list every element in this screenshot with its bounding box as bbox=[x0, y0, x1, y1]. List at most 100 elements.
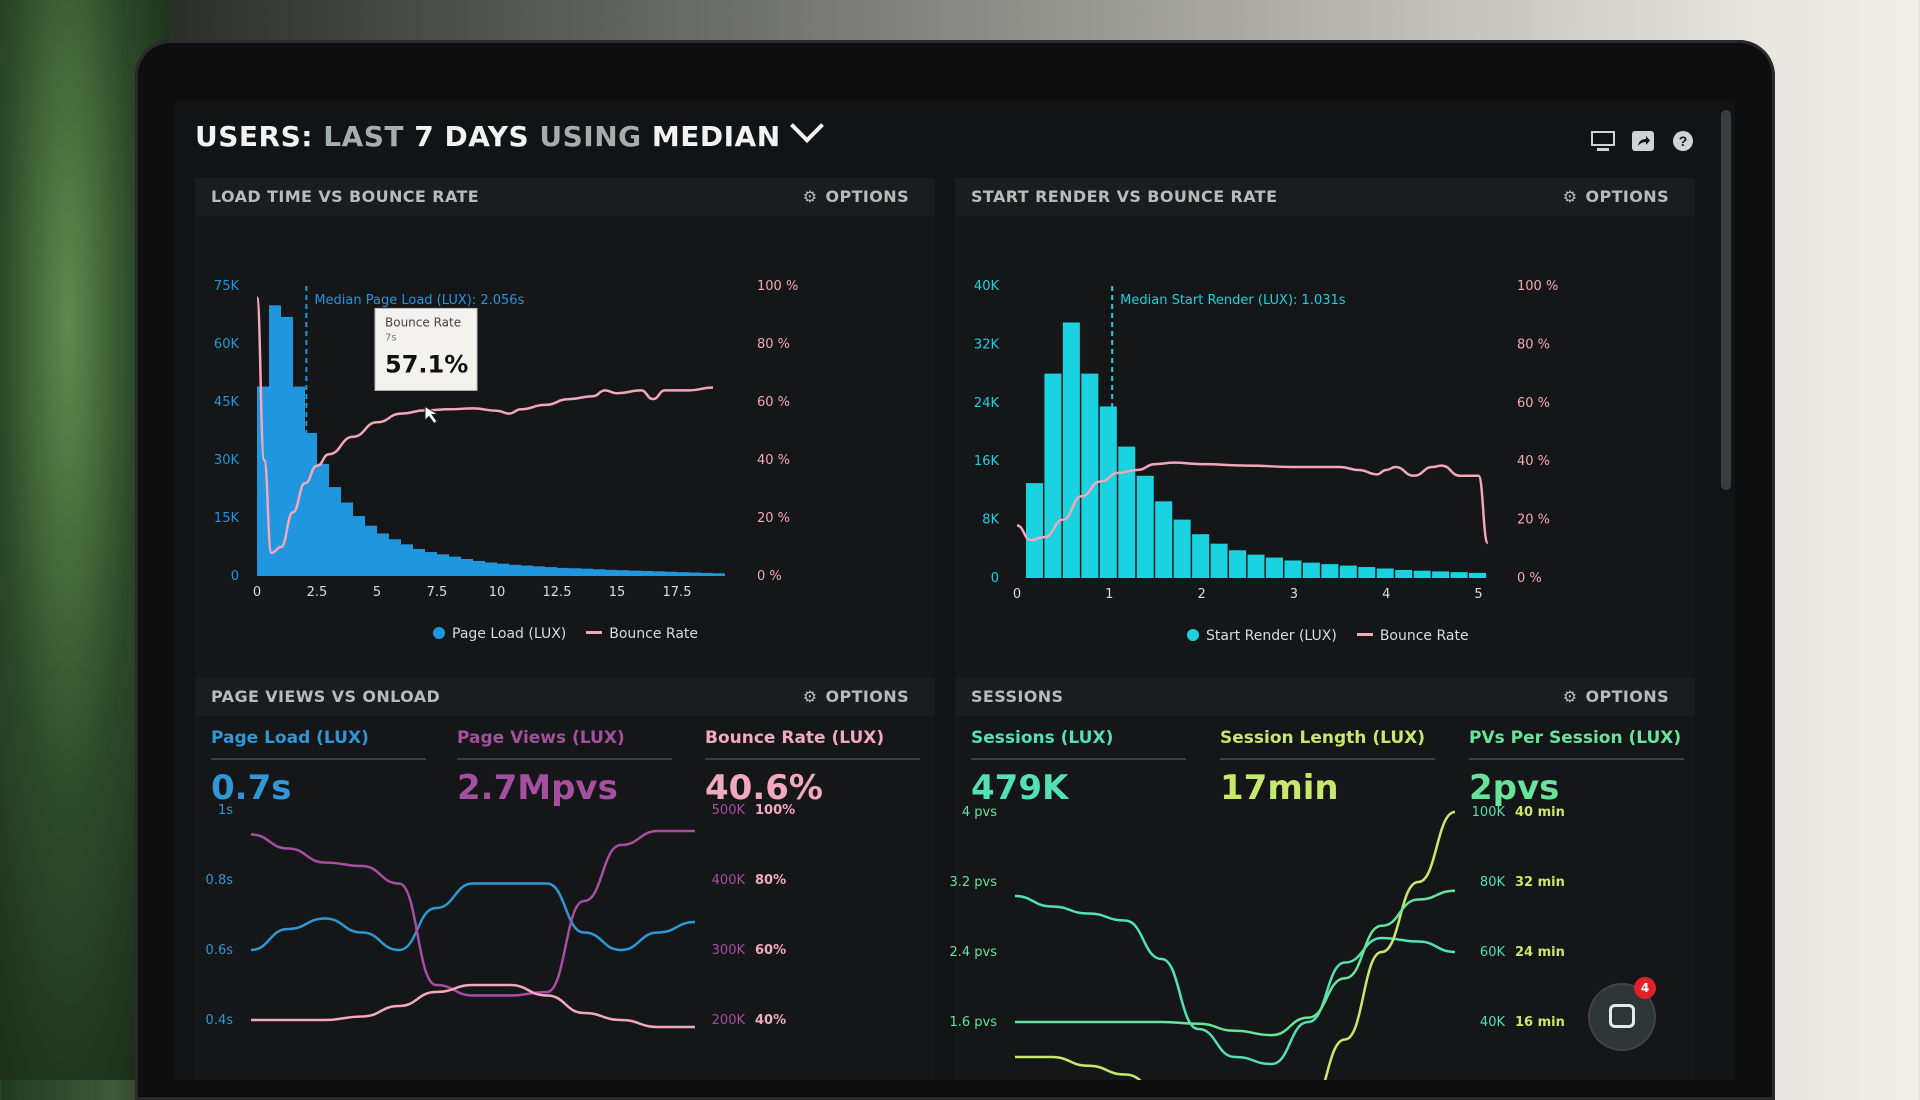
title-users: USERS: bbox=[195, 120, 324, 153]
bar bbox=[665, 571, 677, 576]
series-line bbox=[1014, 810, 1456, 1080]
panel-header: SESSIONS ⚙ OPTIONS bbox=[955, 678, 1695, 716]
x-tick-label: 5 bbox=[1474, 587, 1482, 602]
x-tick-label: 3 bbox=[1290, 587, 1298, 602]
y-left-tick-label: 75K bbox=[214, 279, 240, 294]
options-label: OPTIONS bbox=[825, 687, 909, 706]
options-button[interactable]: ⚙ OPTIONS bbox=[803, 187, 909, 206]
scrollbar[interactable] bbox=[1721, 110, 1731, 490]
x-tick-label: 5 bbox=[373, 585, 381, 600]
bar bbox=[377, 533, 389, 576]
kpi-value-page-views: 2.7Mpvs bbox=[457, 768, 618, 808]
options-button[interactable]: ⚙ OPTIONS bbox=[1563, 187, 1669, 206]
x-tick-label: 0 bbox=[1013, 587, 1021, 602]
dashboard-screen: USERS: LAST 7 DAYS USING MEDIAN ? LOAD T… bbox=[175, 100, 1735, 1080]
y-left-tick-label: 8K bbox=[982, 513, 999, 528]
x-tick-label: 2 bbox=[1197, 587, 1205, 602]
kpi-label-page-views[interactable]: Page Views (LUX) bbox=[457, 728, 625, 748]
kpi-value-pvs-per-session: 2pvs bbox=[1469, 768, 1560, 808]
bar bbox=[593, 569, 605, 576]
tooltip-value: 57.1% bbox=[385, 350, 468, 378]
bar bbox=[713, 573, 725, 576]
bar bbox=[1302, 562, 1320, 578]
x-tick-label: 2.5 bbox=[307, 585, 328, 600]
bar bbox=[701, 572, 713, 576]
options-button[interactable]: ⚙ OPTIONS bbox=[803, 687, 909, 706]
kpi-label-pvs-per-session[interactable]: PVs Per Session (LUX) bbox=[1469, 728, 1682, 748]
render-chart: 40K 32K 24K 16K 8K 0 100 % 80 % 60 % 40 % 20 % 0 % 0… bbox=[974, 279, 1558, 602]
bar bbox=[1265, 557, 1283, 578]
bar bbox=[269, 305, 281, 576]
y-right-tick-label: 200K bbox=[712, 1013, 746, 1028]
help-icon[interactable]: ? bbox=[1671, 130, 1695, 152]
bar bbox=[1450, 572, 1468, 578]
bar bbox=[569, 568, 581, 576]
bar bbox=[461, 558, 473, 576]
chevron-down-icon[interactable] bbox=[789, 109, 824, 143]
kpi-value-bounce-rate: 40.6% bbox=[705, 768, 823, 808]
legend-dash bbox=[1356, 633, 1373, 636]
legend-item-bounce[interactable]: Bounce Rate bbox=[586, 626, 698, 642]
tooltip-sub: 7s bbox=[385, 332, 397, 343]
bounce-rate-line bbox=[1016, 461, 1490, 545]
kpi-label-bounce-rate[interactable]: Bounce Rate (LUX) bbox=[705, 728, 885, 748]
options-button[interactable]: ⚙ OPTIONS bbox=[1563, 687, 1669, 706]
y-right-tick-label: 16 min bbox=[1515, 1015, 1565, 1030]
y-left-tick-label: 16K bbox=[974, 454, 1000, 469]
kpi-label-page-load[interactable]: Page Load (LUX) bbox=[211, 728, 369, 748]
gear-icon: ⚙ bbox=[1562, 187, 1578, 206]
legend-dot bbox=[1187, 629, 1199, 641]
y-right-tick-label: 80 % bbox=[1517, 337, 1550, 352]
bar bbox=[1247, 554, 1265, 578]
svg-text:?: ? bbox=[1679, 133, 1688, 149]
series-line bbox=[250, 829, 695, 997]
panel-start-render: START RENDER VS BOUNCE RATE ⚙ OPTIONS 40K… bbox=[955, 178, 1695, 718]
bar bbox=[425, 552, 437, 576]
dashboard-title[interactable]: USERS: LAST 7 DAYS USING MEDIAN bbox=[195, 109, 824, 153]
bar bbox=[1136, 475, 1154, 578]
kpi-label-sessions[interactable]: Sessions (LUX) bbox=[971, 728, 1114, 748]
share-icon[interactable] bbox=[1631, 130, 1655, 152]
x-tick-label: 1 bbox=[1105, 587, 1113, 602]
chat-button[interactable]: 4 bbox=[1590, 977, 1656, 1049]
bounce-rate-line bbox=[255, 296, 714, 555]
legend-item-bounce[interactable]: Bounce Rate bbox=[1356, 628, 1469, 644]
kpi-label-session-length[interactable]: Session Length (LUX) bbox=[1220, 728, 1425, 748]
tooltip-box bbox=[374, 307, 478, 391]
kpi-divider bbox=[1220, 758, 1435, 760]
y-right-tick-label: 40K bbox=[1480, 1015, 1506, 1030]
y-right-tick-label: 40% bbox=[755, 1013, 786, 1028]
y-right-tick-label: 20 % bbox=[1517, 513, 1550, 528]
bar bbox=[581, 568, 593, 576]
y-left-tick-label: 0 bbox=[991, 571, 999, 586]
x-tick-label: 17.5 bbox=[663, 585, 692, 600]
panel-title: PAGE VIEWS VS ONLOAD bbox=[211, 687, 441, 706]
y-right-tick-label: 0 % bbox=[1517, 571, 1542, 586]
series-line bbox=[1014, 889, 1456, 1037]
bar bbox=[353, 516, 365, 576]
y-left-tick-label: 3.2 pvs bbox=[949, 875, 997, 890]
kpi-value-sessions: 479K bbox=[971, 768, 1069, 808]
panel-page-views: PAGE VIEWS VS ONLOAD ⚙ OPTIONS Page Load … bbox=[195, 678, 935, 1080]
kpi-divider bbox=[457, 758, 672, 760]
legend-item-start-render[interactable]: Start Render (LUX) bbox=[1187, 628, 1337, 644]
y-right-tick-label: 500K bbox=[712, 803, 746, 818]
options-label: OPTIONS bbox=[1585, 687, 1669, 706]
title-7days: 7 DAYS bbox=[414, 120, 540, 153]
load-chart: 75K 60K 45K 30K 15K 0 100 % 80 % 60 % 40 % 20 % 0 %… bbox=[214, 279, 798, 600]
bar bbox=[1173, 519, 1191, 578]
bar bbox=[1469, 572, 1487, 578]
y-left-tick-label: 15K bbox=[214, 511, 240, 526]
y-left-tick-label: 0 bbox=[231, 569, 239, 584]
legend-item-page-load[interactable]: Page Load (LUX) bbox=[433, 626, 566, 642]
bar bbox=[521, 565, 533, 576]
bar bbox=[281, 316, 293, 576]
chat-bubble-icon bbox=[1609, 1004, 1635, 1028]
monitor-icon[interactable] bbox=[1591, 130, 1615, 152]
y-left-tick-label: 0.4s bbox=[206, 1013, 234, 1028]
x-tick-label: 0 bbox=[253, 585, 261, 600]
bar bbox=[1321, 564, 1339, 578]
mouse-cursor-icon bbox=[424, 405, 440, 425]
y-left-tick-label: 1s bbox=[218, 803, 233, 818]
bar bbox=[1284, 560, 1302, 578]
